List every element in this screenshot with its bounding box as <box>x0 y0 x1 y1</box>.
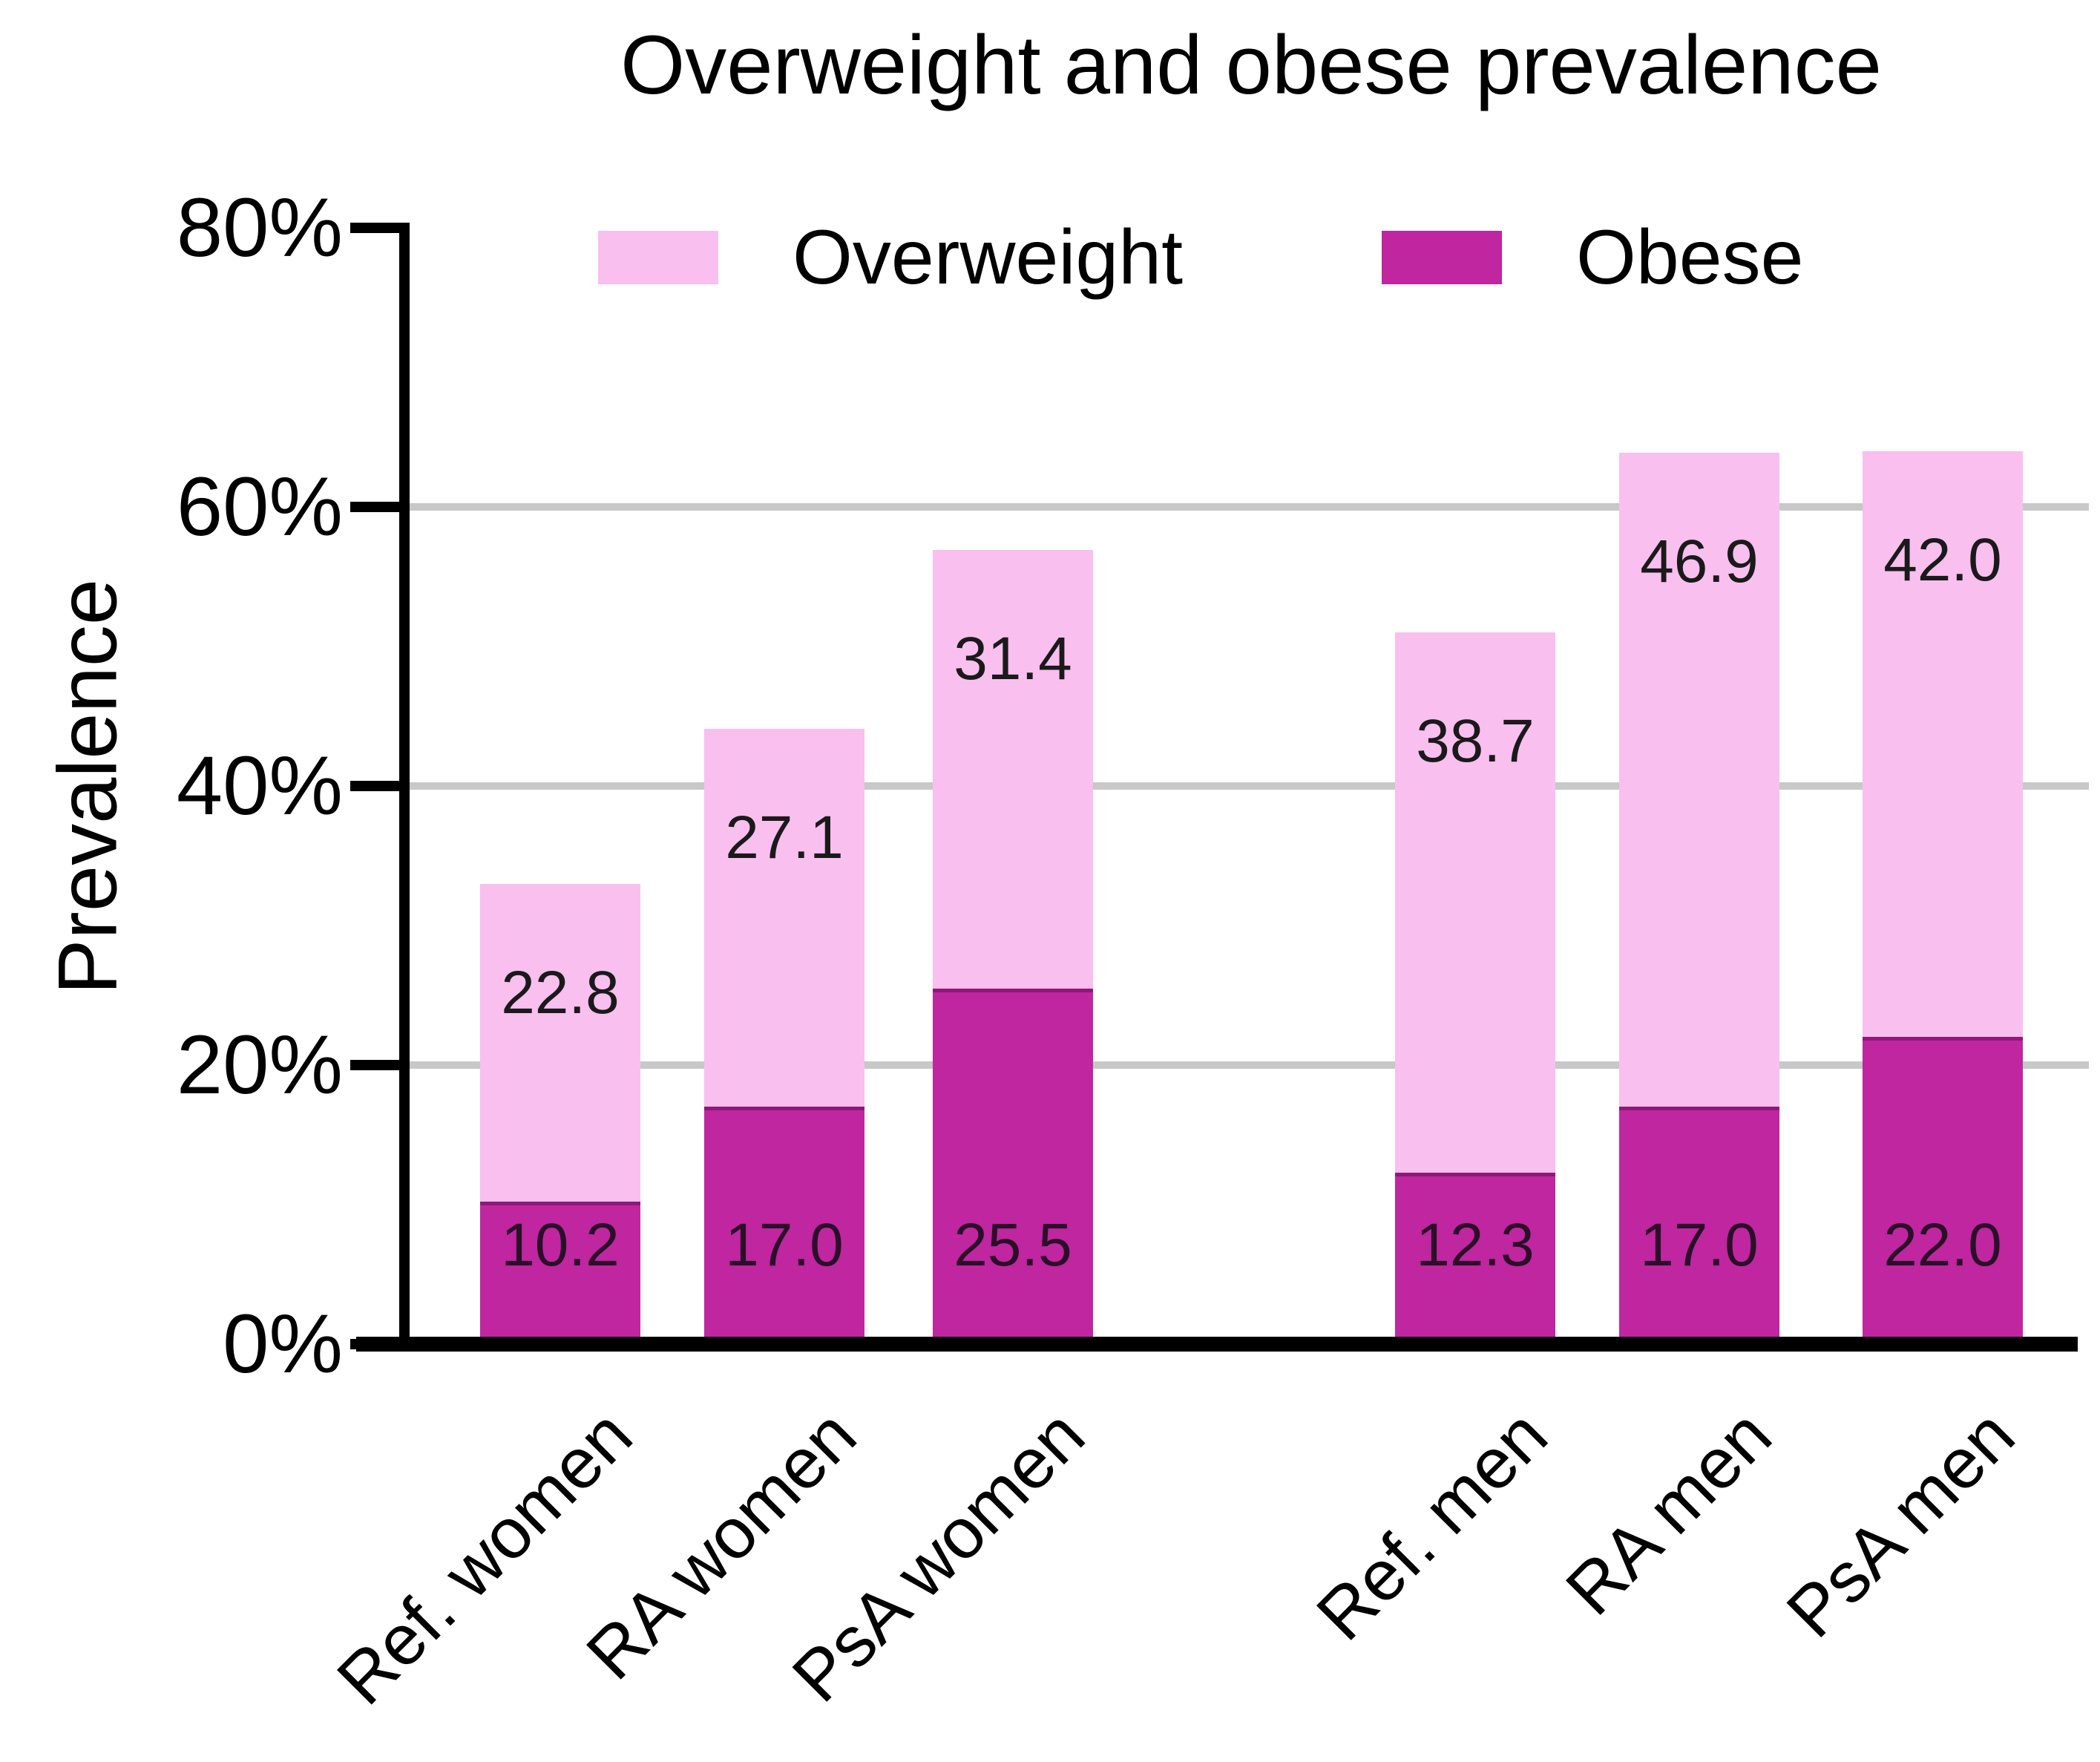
bar-segment-overweight-psa-women <box>933 550 1093 989</box>
bar-segment-obese-psa-men <box>1863 1037 2023 1344</box>
bar-value-label-overweight-psa-men: 42.0 <box>1883 525 2002 594</box>
y-tick-label-40: 40% <box>176 739 343 832</box>
y-tick-label-0: 0% <box>223 1297 343 1390</box>
bar-stack-psa-women: 31.4 25.5 <box>933 550 1093 1344</box>
gridline-60 <box>410 503 2089 511</box>
bar-segment-obese-ra-women <box>704 1107 864 1344</box>
x-axis-label-ref-men: Ref. men <box>1301 1395 1562 1656</box>
bar-segment-obese-ref-women <box>480 1202 640 1344</box>
bar-value-label-obese-ra-women: 17.0 <box>725 1211 844 1279</box>
bar-value-label-overweight-ref-men: 38.7 <box>1416 707 1535 776</box>
legend-swatch-overweight <box>598 231 718 284</box>
bar-stack-ref-women: 22.8 10.2 <box>480 883 640 1344</box>
y-tick-mark-20 <box>350 1060 399 1070</box>
y-tick-mark-80 <box>350 223 399 233</box>
bar-segment-overweight-ref-men <box>1395 632 1555 1173</box>
x-axis-label-ref-women: Ref. women <box>322 1395 647 1720</box>
legend-label-overweight: Overweight <box>793 214 1183 301</box>
bar-segment-overweight-ra-men <box>1619 452 1779 1107</box>
legend-item-obese: Obese <box>1382 219 1803 296</box>
bar-value-label-overweight-ra-men: 46.9 <box>1640 527 1759 595</box>
chart-title: Overweight and obese prevalence <box>620 19 1882 111</box>
bar-segment-obese-ref-men <box>1395 1172 1555 1344</box>
bar-value-label-obese-ref-men: 12.3 <box>1416 1211 1535 1279</box>
y-tick-label-20: 20% <box>176 1018 343 1111</box>
legend-swatch-obese <box>1382 231 1502 284</box>
gridline-40 <box>410 782 2089 790</box>
bar-value-label-overweight-psa-women: 31.4 <box>954 625 1072 693</box>
bar-stack-ra-women: 27.1 17.0 <box>704 728 864 1344</box>
bar-value-label-overweight-ra-women: 27.1 <box>725 803 844 871</box>
bar-value-label-obese-ra-men: 17.0 <box>1640 1211 1759 1279</box>
x-axis-line <box>356 1337 2078 1352</box>
y-tick-mark-60 <box>350 502 399 512</box>
bar-stack-ref-men: 38.7 12.3 <box>1395 632 1555 1344</box>
x-axis-label-psa-men: PsA men <box>1771 1395 2030 1653</box>
bar-value-label-obese-ref-women: 10.2 <box>501 1211 620 1279</box>
bar-segment-overweight-ra-women <box>704 728 864 1107</box>
bar-segment-overweight-ref-women <box>480 883 640 1202</box>
x-axis-label-ra-men: RA men <box>1550 1395 1786 1631</box>
bar-segment-obese-ra-men <box>1619 1107 1779 1344</box>
legend-item-overweight: Overweight <box>598 219 1183 296</box>
y-tick-mark-40 <box>350 781 399 791</box>
bar-value-label-overweight-ref-women: 22.8 <box>501 958 620 1026</box>
y-axis-line <box>399 223 410 1352</box>
bar-segment-overweight-psa-men <box>1863 451 2023 1038</box>
bar-value-label-obese-psa-men: 22.0 <box>1883 1211 2002 1279</box>
y-tick-label-80: 80% <box>176 181 343 274</box>
legend-label-obese: Obese <box>1576 214 1804 301</box>
gridline-20 <box>410 1061 2089 1069</box>
y-tick-label-60: 60% <box>176 460 343 553</box>
bar-value-label-obese-psa-women: 25.5 <box>954 1211 1072 1279</box>
bar-segment-obese-psa-women <box>933 988 1093 1344</box>
bar-stack-psa-men: 42.0 22.0 <box>1863 451 2023 1344</box>
bar-stack-ra-men: 46.9 17.0 <box>1619 452 1779 1344</box>
